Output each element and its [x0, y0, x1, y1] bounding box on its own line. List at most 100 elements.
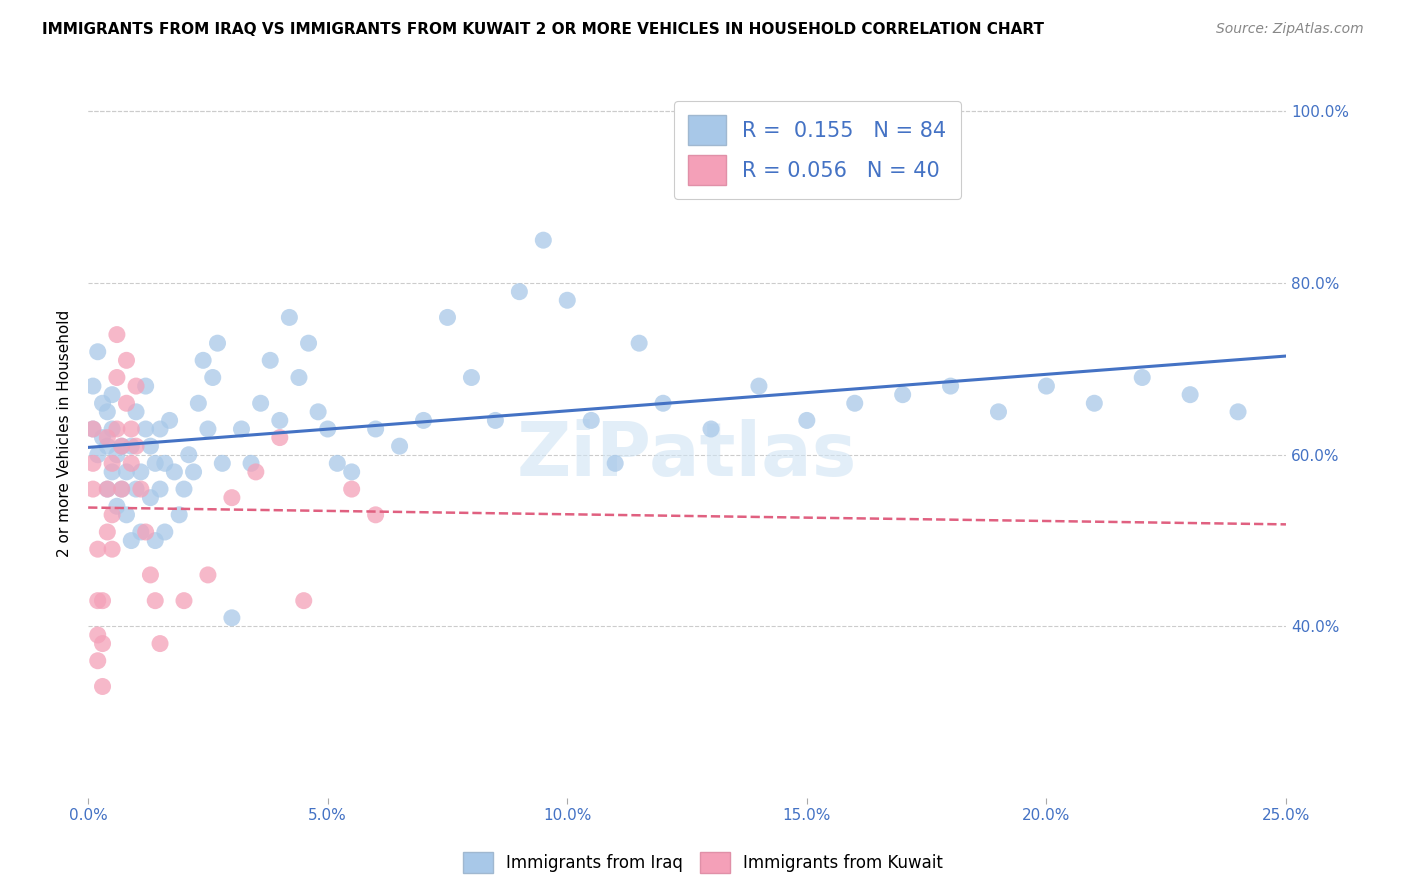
Point: [581, 413, 603, 427]
Text: IMMIGRANTS FROM IRAQ VS IMMIGRANTS FROM KUWAIT 2 OR MORE VEHICLES IN HOUSEHOLD C: IMMIGRANTS FROM IRAQ VS IMMIGRANTS FROM …: [42, 22, 1045, 37]
Point: [135, 422, 157, 436]
Point: [249, 396, 271, 410]
Text: Source: ZipAtlas.com: Source: ZipAtlas.com: [1216, 22, 1364, 37]
Point: [939, 379, 962, 393]
Point: [105, 448, 128, 462]
Point: [436, 310, 458, 325]
Point: [1083, 396, 1105, 410]
Point: [87, 654, 110, 668]
Point: [484, 413, 506, 427]
Point: [149, 482, 172, 496]
Point: [197, 568, 219, 582]
Point: [340, 482, 363, 496]
Point: [508, 285, 530, 299]
Point: [987, 405, 1010, 419]
Point: [652, 396, 675, 410]
Point: [143, 533, 166, 548]
Point: [139, 568, 162, 582]
Point: [207, 336, 229, 351]
Point: [111, 482, 134, 496]
Point: [167, 508, 190, 522]
Point: [91, 680, 114, 694]
Point: [240, 456, 263, 470]
Point: [177, 448, 200, 462]
Point: [326, 456, 349, 470]
Point: [101, 387, 124, 401]
Point: [412, 413, 434, 427]
Point: [129, 482, 152, 496]
Point: [120, 456, 142, 470]
Point: [96, 482, 118, 496]
Point: [173, 482, 195, 496]
Point: [173, 593, 195, 607]
Point: [1227, 405, 1250, 419]
Point: [153, 456, 176, 470]
Point: [844, 396, 866, 410]
Point: [115, 396, 138, 410]
Point: [120, 422, 142, 436]
Point: [87, 448, 110, 462]
Point: [1178, 387, 1201, 401]
Point: [259, 353, 281, 368]
Point: [269, 431, 291, 445]
Point: [87, 542, 110, 557]
Point: [96, 431, 118, 445]
Point: [87, 593, 110, 607]
Point: [125, 379, 148, 393]
Point: [292, 593, 315, 607]
Point: [135, 379, 157, 393]
Point: [125, 482, 148, 496]
Point: [297, 336, 319, 351]
Point: [221, 611, 243, 625]
Point: [153, 524, 176, 539]
Y-axis label: 2 or more Vehicles in Household: 2 or more Vehicles in Household: [58, 310, 72, 557]
Point: [278, 310, 301, 325]
Point: [605, 456, 627, 470]
Point: [201, 370, 224, 384]
Point: [82, 456, 104, 470]
Point: [149, 636, 172, 650]
Point: [197, 422, 219, 436]
Point: [307, 405, 329, 419]
Point: [120, 439, 142, 453]
Point: [82, 422, 104, 436]
Point: [105, 500, 128, 514]
Point: [105, 370, 128, 384]
Point: [82, 422, 104, 436]
Point: [159, 413, 181, 427]
Point: [269, 413, 291, 427]
Point: [111, 439, 134, 453]
Point: [115, 465, 138, 479]
Point: [183, 465, 205, 479]
Point: [120, 533, 142, 548]
Point: [101, 456, 124, 470]
Point: [143, 593, 166, 607]
Point: [91, 431, 114, 445]
Point: [96, 524, 118, 539]
Point: [101, 542, 124, 557]
Point: [796, 413, 818, 427]
Point: [139, 439, 162, 453]
Point: [748, 379, 770, 393]
Point: [111, 482, 134, 496]
Point: [187, 396, 209, 410]
Point: [163, 465, 186, 479]
Point: [87, 628, 110, 642]
Point: [101, 465, 124, 479]
Point: [96, 405, 118, 419]
Point: [700, 422, 723, 436]
Point: [555, 293, 578, 308]
Point: [101, 422, 124, 436]
Point: [231, 422, 253, 436]
Point: [96, 439, 118, 453]
Point: [91, 396, 114, 410]
Point: [87, 344, 110, 359]
Point: [96, 482, 118, 496]
Legend: Immigrants from Iraq, Immigrants from Kuwait: Immigrants from Iraq, Immigrants from Ku…: [457, 846, 949, 880]
Point: [316, 422, 339, 436]
Point: [221, 491, 243, 505]
Legend: R =  0.155   N = 84, R = 0.056   N = 40: R = 0.155 N = 84, R = 0.056 N = 40: [673, 101, 960, 200]
Text: ZiPatlas: ZiPatlas: [517, 418, 858, 491]
Point: [101, 508, 124, 522]
Point: [91, 593, 114, 607]
